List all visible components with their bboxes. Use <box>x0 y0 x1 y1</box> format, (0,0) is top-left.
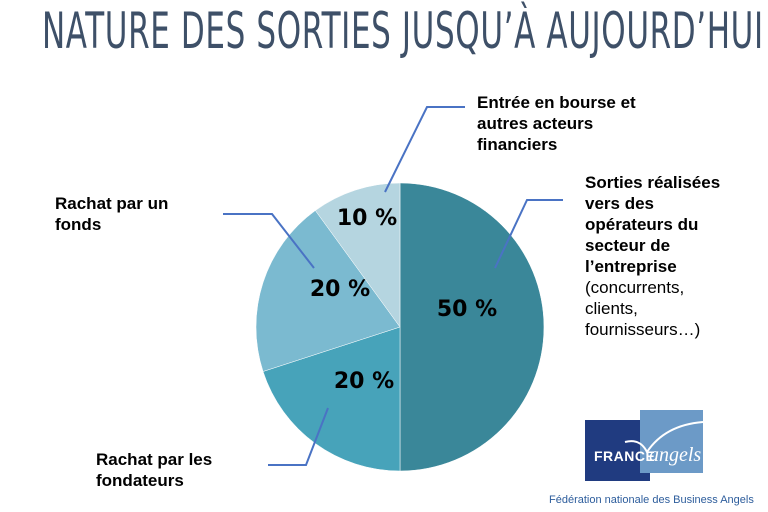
logo-france-text: FRANCE <box>594 448 656 464</box>
logo-angels-text: angels <box>649 444 702 466</box>
leader-line <box>223 213 315 269</box>
label-fonds-text: Rachat par un fonds <box>55 194 169 234</box>
label-operateurs-detail: (concurrents, clients, fournisseurs…) <box>585 278 701 339</box>
legend-label-fonds: Rachat par un fonds <box>55 193 195 235</box>
pie-slice <box>399 182 545 472</box>
pie-slice <box>315 182 401 328</box>
pie-slice <box>262 326 401 472</box>
france-angels-logo: FRANCE angels <box>585 410 703 485</box>
legend-label-fondateurs: Rachat par les fondateurs <box>96 449 246 491</box>
pie-slice <box>255 210 401 372</box>
label-bourse-text: Entrée en bourse et autres acteurs finan… <box>477 93 636 154</box>
pie-data-label: 20 % <box>334 369 394 394</box>
leader-line <box>384 106 465 193</box>
leader-line <box>268 407 329 466</box>
pie-data-label: 20 % <box>310 277 370 302</box>
pie-data-label: 10 % <box>337 206 397 231</box>
legend-label-operateurs: Sorties réalisées vers des opérateurs du… <box>585 172 735 340</box>
logo-tagline: Fédération nationale des Business Angels <box>549 494 754 506</box>
pie-data-label: 50 % <box>437 297 497 322</box>
legend-label-bourse: Entrée en bourse et autres acteurs finan… <box>477 92 677 155</box>
page-title: NATURE DES SORTIES JUSQU’À AUJOURD’HUI <box>42 2 764 60</box>
label-operateurs-bold: Sorties réalisées vers des opérateurs du… <box>585 173 721 276</box>
leader-line <box>494 199 563 269</box>
label-fondateurs-text: Rachat par les fondateurs <box>96 450 213 490</box>
